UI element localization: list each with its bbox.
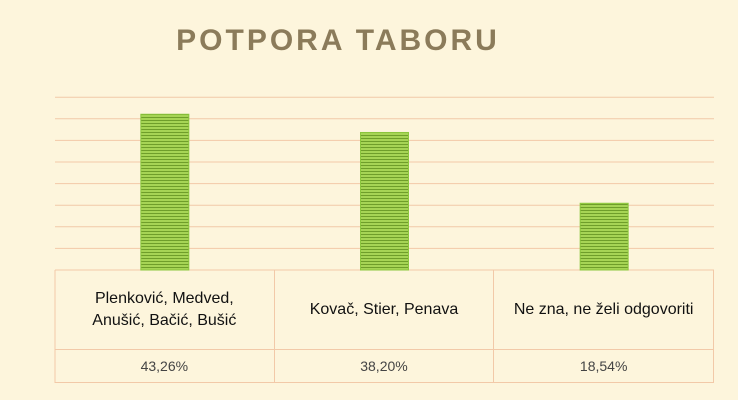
chart-title: POTPORA TABORU	[176, 24, 500, 57]
category-label: Ne zna, ne želi odgovoriti	[494, 270, 714, 350]
category-label: Plenković, Medved, Anušić, Bačić, Bušić	[55, 270, 275, 350]
value-label: 43,26%	[55, 350, 275, 383]
bar	[140, 113, 190, 271]
bar	[360, 131, 409, 271]
category-label: Kovač, Stier, Penava	[274, 270, 495, 350]
value-label: 18,54%	[494, 350, 714, 383]
bar	[579, 202, 629, 271]
value-label: 38,20%	[274, 350, 495, 383]
